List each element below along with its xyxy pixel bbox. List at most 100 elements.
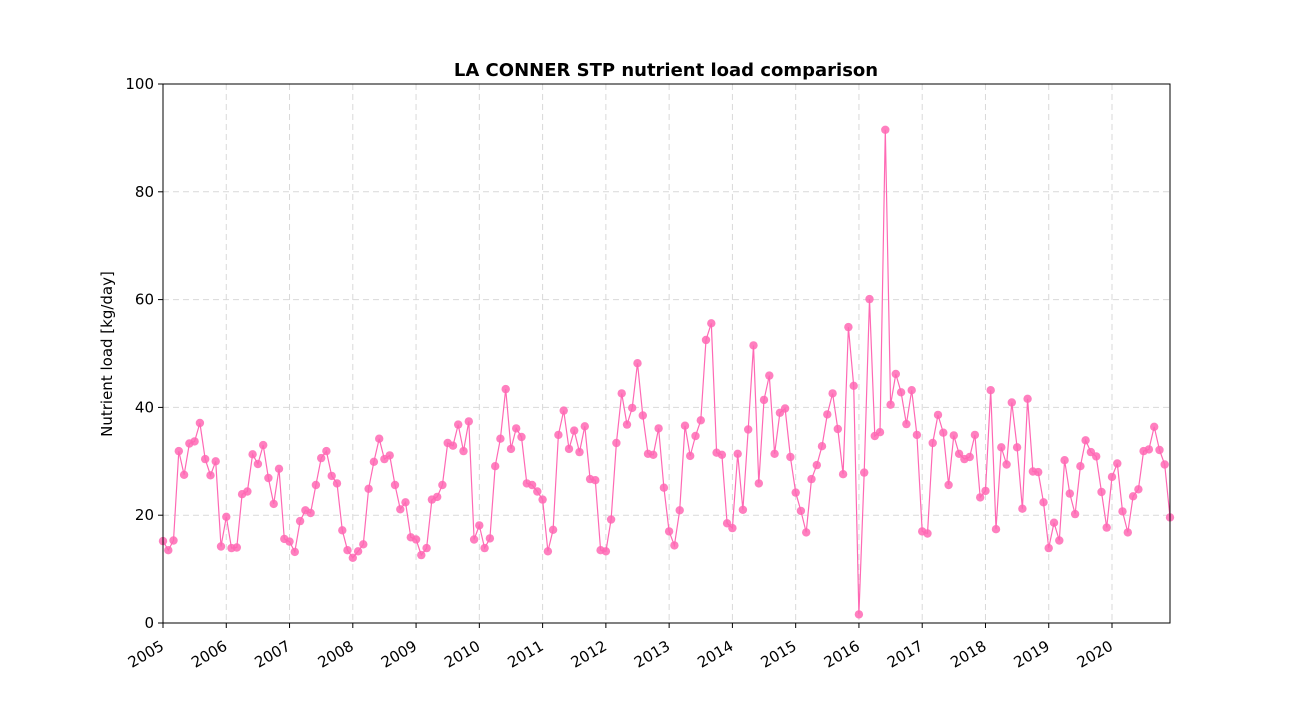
data-point bbox=[548, 525, 558, 534]
data-point bbox=[464, 417, 473, 426]
data-point bbox=[854, 610, 864, 619]
data-point bbox=[949, 431, 958, 440]
data-point bbox=[475, 521, 484, 530]
data-point bbox=[364, 484, 373, 493]
data-point bbox=[691, 431, 700, 441]
data-point bbox=[575, 447, 584, 457]
data-point bbox=[359, 540, 368, 549]
data-point bbox=[353, 547, 363, 556]
data-point bbox=[338, 526, 347, 535]
data-point bbox=[907, 386, 916, 395]
data-point bbox=[417, 550, 426, 560]
data-point bbox=[838, 470, 848, 479]
data-point bbox=[1060, 456, 1069, 465]
data-point bbox=[211, 457, 220, 466]
data-point bbox=[179, 470, 189, 479]
data-point bbox=[527, 480, 537, 490]
data-point bbox=[248, 450, 257, 459]
data-point bbox=[259, 440, 268, 450]
data-point bbox=[591, 476, 600, 485]
data-point bbox=[369, 457, 379, 466]
data-point bbox=[654, 424, 663, 433]
data-point bbox=[738, 505, 748, 514]
data-point bbox=[701, 335, 711, 345]
data-point bbox=[965, 452, 974, 462]
data-point bbox=[944, 480, 953, 490]
data-point bbox=[780, 404, 790, 413]
data-point bbox=[174, 446, 183, 456]
y-tick-label: 100 bbox=[125, 75, 154, 93]
data-point bbox=[886, 400, 895, 409]
data-point bbox=[812, 460, 821, 470]
y-tick-label: 20 bbox=[135, 506, 154, 524]
data-point bbox=[902, 419, 911, 429]
data-point bbox=[733, 449, 742, 458]
y-tick-label: 60 bbox=[135, 291, 154, 309]
data-point bbox=[865, 294, 874, 304]
data-point bbox=[1160, 460, 1169, 469]
data-point bbox=[823, 410, 832, 419]
data-point bbox=[512, 424, 521, 433]
data-point bbox=[970, 430, 980, 440]
data-point bbox=[659, 483, 669, 492]
data-point bbox=[1012, 443, 1022, 452]
data-point bbox=[1150, 422, 1159, 431]
data-point bbox=[517, 432, 526, 442]
data-point bbox=[891, 369, 900, 379]
y-tick-label: 40 bbox=[135, 398, 154, 416]
data-point bbox=[1118, 507, 1127, 516]
data-point bbox=[253, 459, 263, 469]
data-point bbox=[195, 418, 205, 428]
data-point bbox=[686, 451, 695, 461]
data-point bbox=[1092, 452, 1101, 461]
data-point bbox=[1081, 436, 1090, 445]
data-point bbox=[448, 441, 458, 450]
data-point bbox=[765, 371, 774, 380]
data-point bbox=[1023, 394, 1032, 403]
data-point bbox=[469, 535, 479, 544]
data-point bbox=[206, 471, 215, 480]
data-point bbox=[269, 499, 278, 509]
data-point bbox=[411, 535, 421, 544]
data-point bbox=[496, 434, 505, 443]
data-point bbox=[485, 534, 495, 543]
data-point bbox=[875, 428, 885, 437]
data-point bbox=[290, 547, 299, 557]
data-point bbox=[1034, 467, 1043, 477]
data-point bbox=[1128, 492, 1138, 501]
data-point bbox=[976, 493, 985, 502]
data-point bbox=[390, 480, 400, 490]
data-point bbox=[664, 527, 674, 536]
data-point bbox=[791, 488, 800, 497]
data-point bbox=[317, 453, 326, 463]
data-point bbox=[422, 543, 431, 553]
data-point bbox=[1044, 543, 1053, 553]
data-point bbox=[459, 446, 468, 456]
data-point bbox=[190, 437, 199, 446]
data-point bbox=[881, 125, 890, 134]
data-point bbox=[201, 454, 210, 464]
data-point bbox=[696, 416, 705, 425]
data-point bbox=[923, 529, 932, 538]
data-point bbox=[744, 425, 753, 434]
data-point bbox=[612, 438, 621, 448]
data-point bbox=[438, 480, 447, 490]
data-point bbox=[717, 450, 727, 459]
data-point bbox=[570, 426, 579, 435]
data-point bbox=[707, 319, 716, 328]
data-point bbox=[533, 487, 542, 496]
data-point bbox=[759, 395, 769, 405]
data-point bbox=[844, 322, 853, 332]
y-tick-label: 80 bbox=[135, 183, 154, 201]
data-point bbox=[538, 495, 547, 504]
data-point bbox=[675, 506, 684, 515]
data-point bbox=[1039, 498, 1048, 507]
data-point bbox=[543, 547, 553, 556]
data-point bbox=[617, 389, 626, 398]
data-point bbox=[295, 516, 305, 526]
data-point bbox=[601, 547, 611, 556]
data-point bbox=[327, 471, 336, 481]
data-point bbox=[501, 384, 510, 394]
data-point bbox=[375, 434, 384, 443]
